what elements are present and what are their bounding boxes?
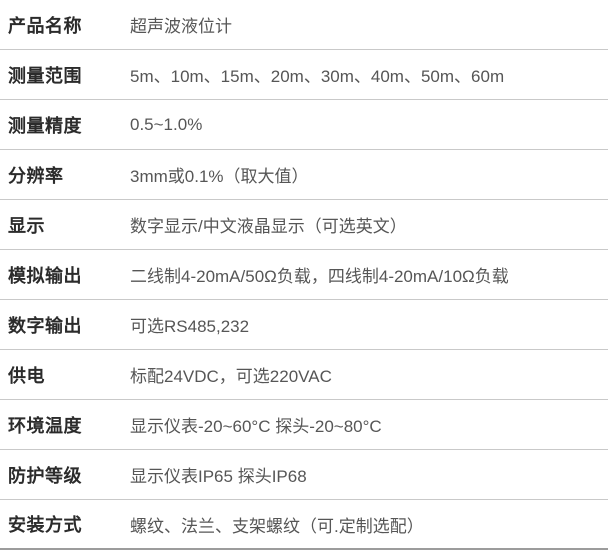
spec-value: 标配24VDC，可选220VAC (130, 367, 332, 386)
spec-value: 5m、10m、15m、20m、30m、40m、50m、60m (130, 67, 505, 86)
table-row: 供电 标配24VDC，可选220VAC (0, 350, 608, 400)
spec-label: 显示 (8, 215, 45, 236)
table-row: 安装方式 螺纹、法兰、支架螺纹（可.定制选配） (0, 500, 608, 550)
spec-label: 环境温度 (8, 415, 82, 436)
table-row: 分辨率 3mm或0.1%（取大值） (0, 150, 608, 200)
spec-value: 可选RS485,232 (130, 317, 250, 336)
table-row: 模拟输出 二线制4-20mA/50Ω负载，四线制4-20mA/10Ω负载 (0, 250, 608, 300)
spec-value: 显示仪表IP65 探头IP68 (130, 467, 307, 486)
spec-label: 模拟输出 (8, 265, 82, 286)
table-row: 防护等级 显示仪表IP65 探头IP68 (0, 450, 608, 500)
table-row: 产品名称 超声波液位计 (0, 0, 608, 50)
table-row: 测量范围 5m、10m、15m、20m、30m、40m、50m、60m (0, 50, 608, 100)
spec-label: 测量精度 (8, 115, 82, 136)
table-row: 数字输出 可选RS485,232 (0, 300, 608, 350)
spec-value: 数字显示/中文液晶显示（可选英文） (130, 217, 407, 236)
table-row: 测量精度 0.5~1.0% (0, 100, 608, 150)
spec-label: 供电 (8, 365, 45, 386)
spec-value: 显示仪表-20~60°C 探头-20~80°C (130, 417, 382, 436)
spec-value: 二线制4-20mA/50Ω负载，四线制4-20mA/10Ω负载 (130, 267, 509, 286)
spec-value: 螺纹、法兰、支架螺纹（可.定制选配） (130, 516, 424, 536)
table-row: 显示 数字显示/中文液晶显示（可选英文） (0, 200, 608, 250)
spec-value: 3mm或0.1%（取大值） (130, 167, 309, 186)
spec-value: 0.5~1.0% (130, 114, 203, 134)
spec-label: 安装方式 (8, 515, 82, 535)
spec-label: 测量范围 (8, 65, 82, 86)
spec-label: 产品名称 (8, 15, 82, 36)
table-row: 环境温度 显示仪表-20~60°C 探头-20~80°C (0, 400, 608, 450)
spec-label: 防护等级 (8, 465, 82, 486)
spec-value: 超声波液位计 (130, 17, 232, 36)
spec-label: 分辨率 (8, 165, 64, 186)
spec-label: 数字输出 (8, 315, 82, 336)
